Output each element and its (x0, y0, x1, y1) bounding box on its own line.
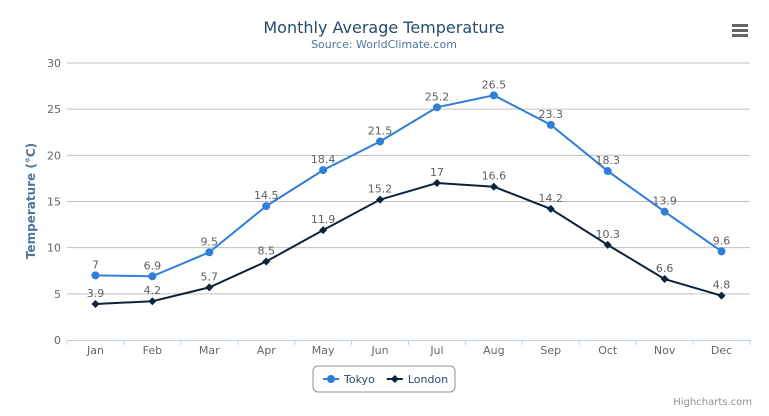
legend-label: Tokyo (343, 373, 375, 386)
data-point[interactable] (148, 272, 157, 281)
data-point[interactable] (603, 240, 612, 249)
data-label: 16.6 (482, 170, 507, 183)
data-point[interactable] (262, 202, 271, 211)
x-tick-label: Apr (257, 344, 277, 357)
legend-item-london[interactable]: London (386, 373, 448, 386)
data-point[interactable] (717, 247, 726, 256)
data-point[interactable] (262, 257, 271, 266)
data-label: 8.5 (257, 245, 275, 258)
data-point[interactable] (319, 166, 328, 175)
data-label: 21.5 (368, 124, 393, 137)
data-label: 18.4 (311, 153, 336, 166)
data-point[interactable] (319, 226, 328, 235)
x-tick-label: Sep (540, 344, 561, 357)
data-point[interactable] (603, 167, 612, 176)
x-tick-label: Oct (598, 344, 618, 357)
x-tick-label: Jan (86, 344, 104, 357)
data-label: 3.9 (87, 287, 105, 300)
x-tick-label: Jul (429, 344, 443, 357)
data-point[interactable] (432, 179, 441, 188)
data-point[interactable] (546, 204, 555, 213)
chart-title: Monthly Average Temperature (263, 18, 504, 37)
data-point[interactable] (376, 137, 385, 146)
data-label: 4.8 (713, 279, 731, 292)
data-label: 6.9 (144, 259, 162, 272)
data-label: 4.2 (144, 284, 162, 297)
y-tick-label: 15 (47, 196, 61, 209)
data-label: 9.5 (201, 235, 219, 248)
data-label: 10.3 (595, 228, 620, 241)
data-point[interactable] (489, 91, 498, 100)
chart-subtitle: Source: WorldClimate.com (311, 38, 457, 51)
data-label: 9.6 (713, 234, 731, 247)
x-tick-label: Aug (483, 344, 504, 357)
data-point[interactable] (546, 120, 555, 129)
data-label: 11.9 (311, 213, 336, 226)
data-point[interactable] (148, 297, 157, 306)
y-tick-label: 25 (47, 103, 61, 116)
y-tick-label: 30 (47, 57, 61, 70)
legend-marker[interactable] (390, 375, 399, 383)
data-label: 6.6 (656, 262, 674, 275)
y-axis-title: Temperature (°C) (24, 143, 38, 259)
data-label: 23.3 (539, 108, 564, 121)
x-tick-label: Jun (370, 344, 388, 357)
x-tick-label: Feb (143, 344, 162, 357)
legend-item-tokyo[interactable]: Tokyo (323, 373, 375, 386)
data-point[interactable] (376, 195, 385, 204)
series-line (95, 182, 722, 305)
x-tick-label: Mar (199, 344, 220, 357)
data-point[interactable] (91, 299, 100, 308)
data-point[interactable] (489, 182, 498, 191)
data-point[interactable] (205, 248, 214, 257)
data-label: 5.7 (201, 270, 219, 283)
data-point[interactable] (91, 271, 100, 280)
credits[interactable]: Highcharts.com (673, 397, 752, 408)
x-tick-label: Nov (654, 344, 676, 357)
y-tick-label: 10 (47, 242, 61, 255)
data-point[interactable] (432, 103, 441, 112)
data-label: 26.5 (482, 78, 507, 91)
data-label: 13.9 (652, 195, 677, 208)
series-tokyo: 7 6.9 9.5 14.5 18.4 21.5 25.2 26.5 23.3 18.3 13.9 9… (91, 78, 731, 281)
y-tick-label: 0 (54, 334, 61, 347)
data-point[interactable] (660, 207, 669, 216)
data-label: 15.2 (368, 183, 393, 196)
hamburger-menu-icon[interactable] (725, 18, 755, 42)
legend-label: London (408, 373, 448, 386)
data-label: 25.2 (425, 90, 450, 103)
y-tick-label: 5 (54, 288, 61, 301)
series-london: 3.9 4.2 5.7 8.5 11.9 15.2 17 16.6 14.2 10.3 6.6 4.8 (87, 166, 731, 308)
data-label: 7 (92, 258, 99, 271)
data-label: 18.3 (595, 154, 620, 167)
series-line (95, 94, 723, 278)
legend: Tokyo London (312, 365, 456, 393)
data-point[interactable] (205, 283, 214, 292)
y-tick-label: 20 (47, 149, 61, 162)
data-label: 14.5 (254, 189, 279, 202)
x-tick-label: Dec (711, 344, 732, 357)
data-label: 17 (430, 166, 444, 179)
data-point[interactable] (717, 291, 726, 300)
data-point[interactable] (660, 275, 669, 284)
legend-marker[interactable] (327, 375, 335, 383)
x-tick-label: May (312, 344, 335, 357)
data-label: 14.2 (539, 192, 564, 205)
